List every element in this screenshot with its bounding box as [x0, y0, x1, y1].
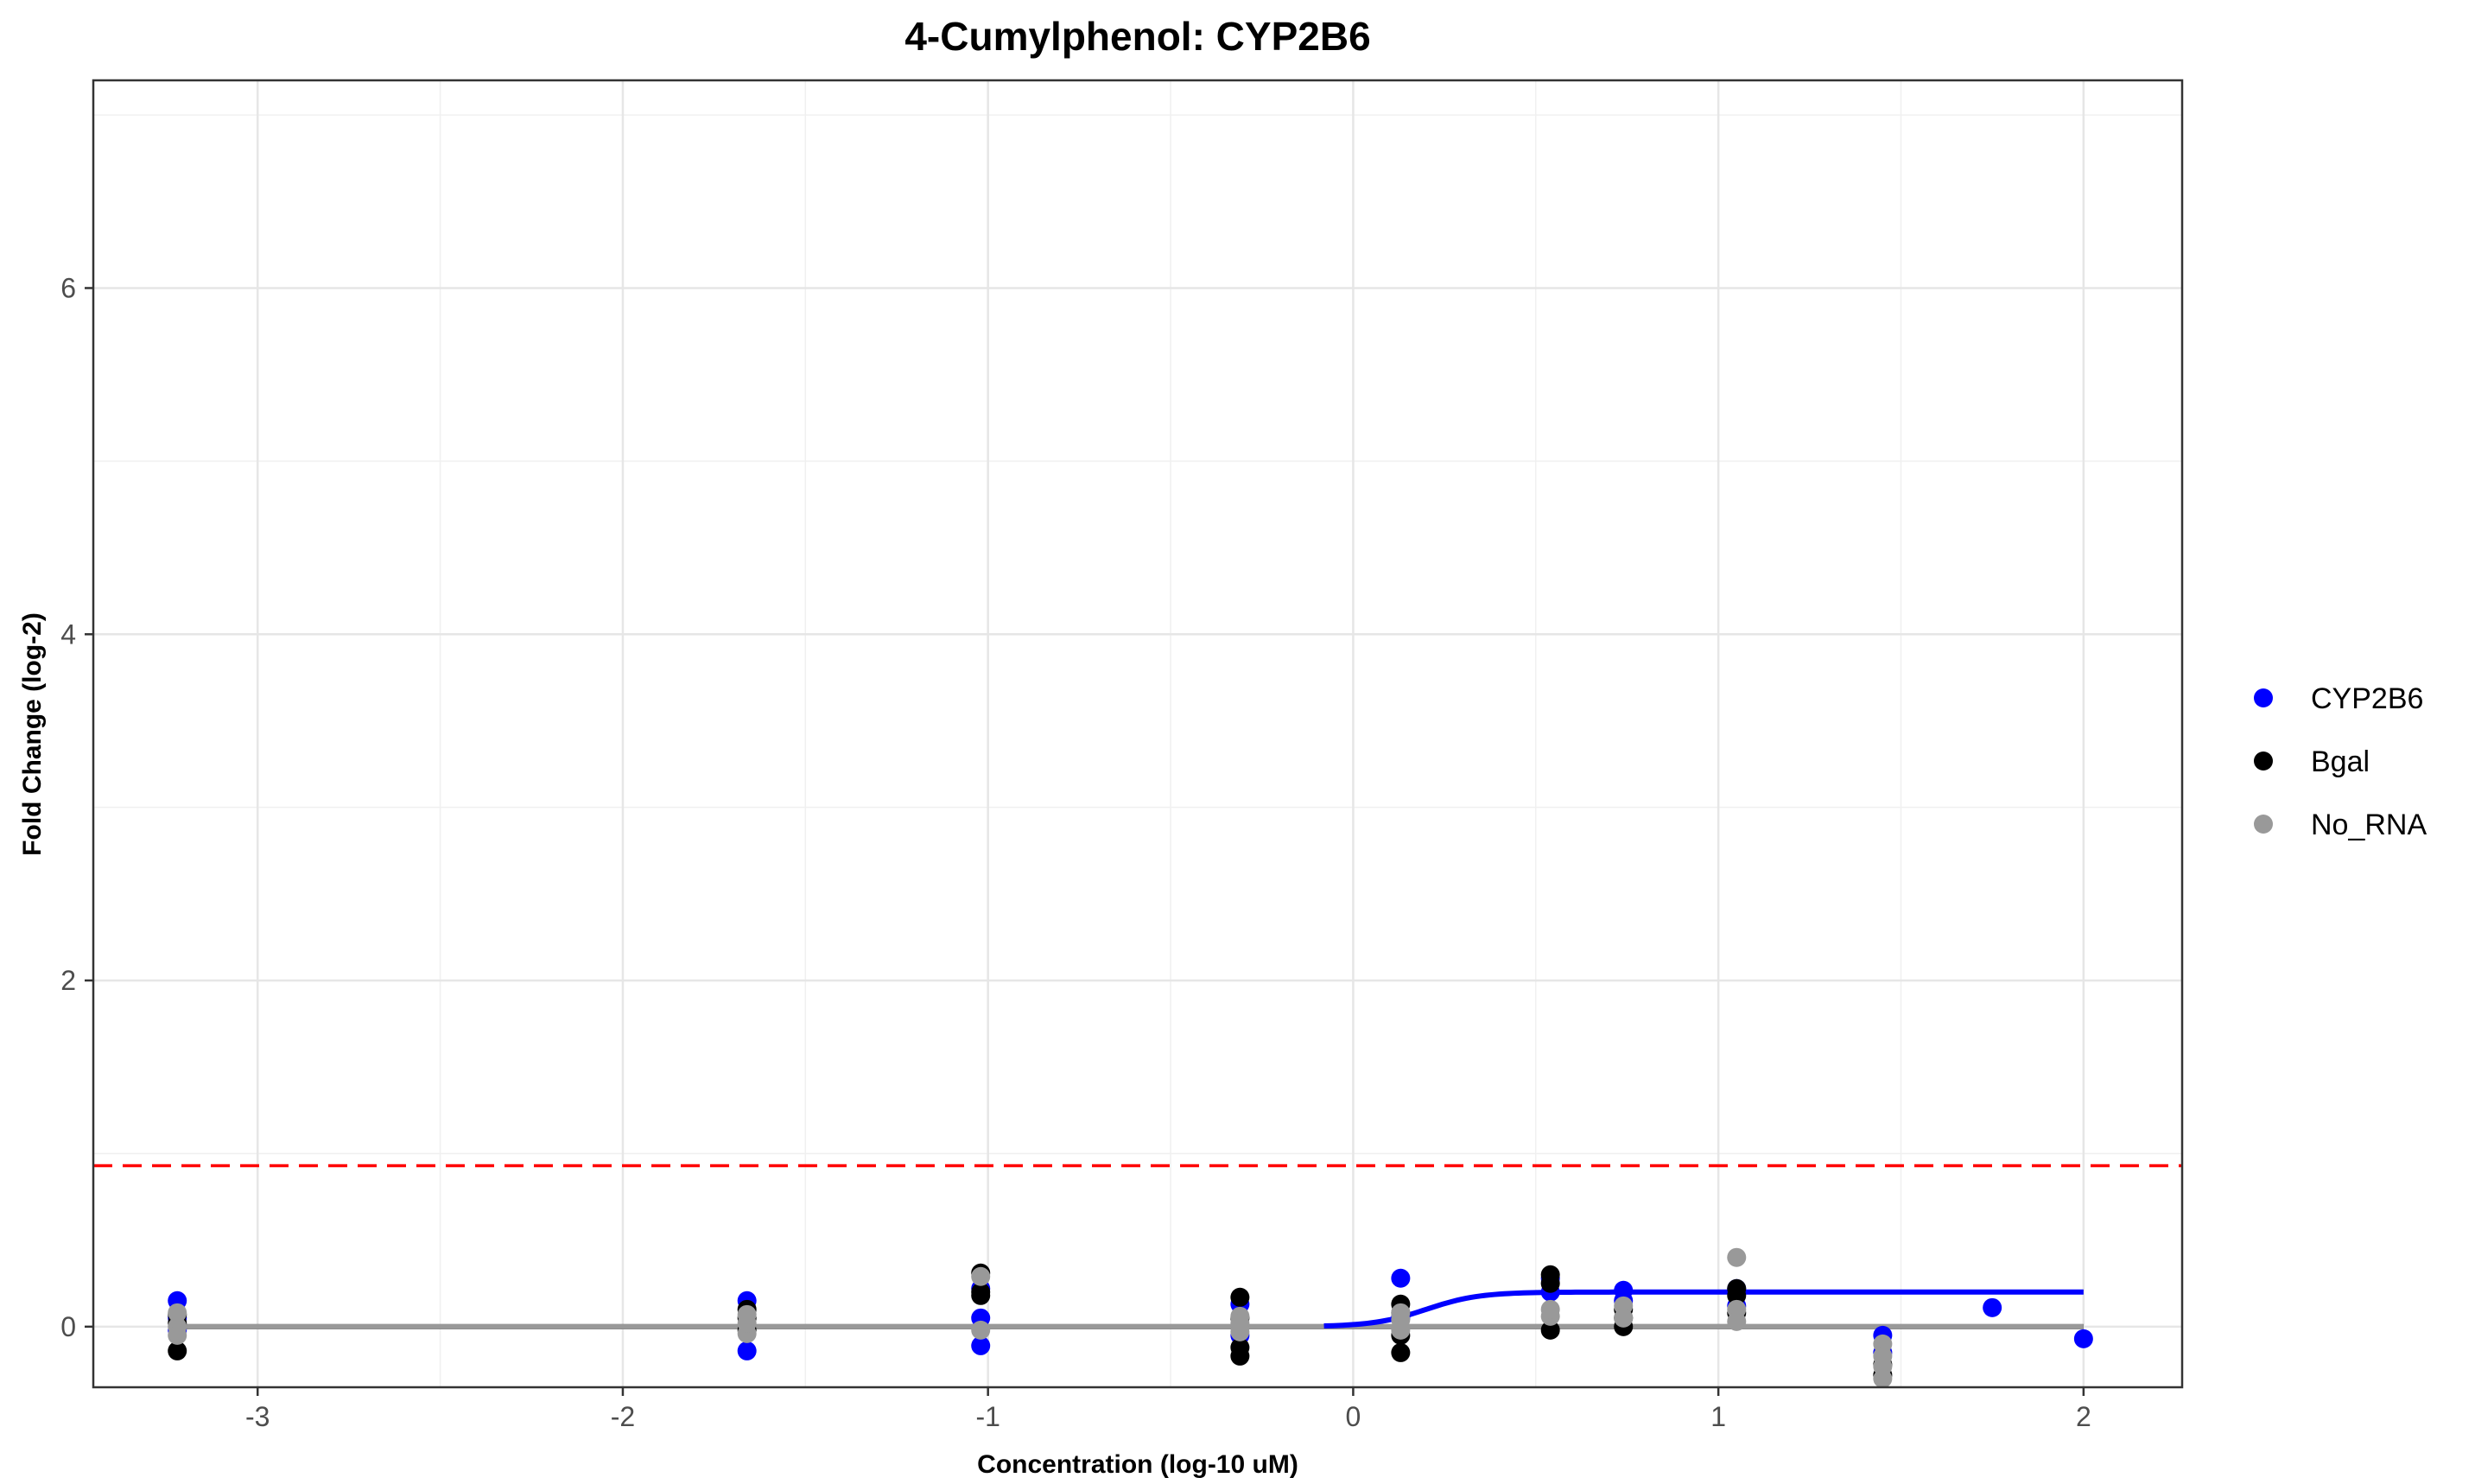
- point-cyp2b6: [737, 1341, 757, 1360]
- legend-label-cyp2b6: CYP2B6: [2311, 682, 2423, 715]
- point-cyp2b6: [2073, 1329, 2093, 1348]
- point-bgal: [1727, 1278, 1747, 1298]
- y-tick-label: 6: [60, 272, 76, 303]
- point-cyp2b6: [971, 1335, 991, 1355]
- x-tick-label: 1: [1710, 1401, 1726, 1432]
- y-tick-label: 2: [60, 965, 76, 996]
- point-no-rna: [168, 1303, 187, 1322]
- legend-label-bgal: Bgal: [2311, 745, 2370, 778]
- point-bgal: [1540, 1320, 1560, 1340]
- point-no-rna: [971, 1320, 991, 1340]
- point-bgal: [168, 1341, 187, 1360]
- y-axis-title: Fold Change (log-2): [18, 612, 47, 856]
- x-tick-label: -2: [611, 1401, 635, 1432]
- x-tick-label: -3: [245, 1401, 270, 1432]
- grid-lines: [93, 80, 2182, 1387]
- point-no-rna: [168, 1325, 187, 1345]
- point-bgal: [1230, 1287, 1250, 1307]
- point-no-rna: [737, 1313, 757, 1333]
- point-no-rna: [971, 1266, 991, 1286]
- chart-title: 4-Cumylphenol: CYP2B6: [904, 14, 1370, 59]
- point-bgal: [1391, 1342, 1411, 1362]
- x-axis-title: Concentration (log-10 uM): [977, 1450, 1298, 1479]
- axes: -3 -2 -1 0 1 2 0 2 4 6: [60, 272, 2091, 1432]
- x-tick-label: 0: [1346, 1401, 1361, 1432]
- point-bgal: [1230, 1337, 1250, 1357]
- data-points: [168, 1247, 2093, 1388]
- point-no-rna: [1727, 1311, 1747, 1331]
- y-tick-label: 4: [60, 618, 76, 650]
- legend-label-no-rna: No_RNA: [2311, 809, 2427, 841]
- point-no-rna: [1391, 1320, 1411, 1340]
- legend: CYP2B6 Bgal No_RNA: [2254, 682, 2427, 841]
- legend-marker-cyp2b6: [2254, 688, 2273, 707]
- x-tick-label: 2: [2076, 1401, 2091, 1432]
- legend-marker-no-rna: [2254, 815, 2273, 834]
- x-tick-label: -1: [975, 1401, 1000, 1432]
- fit-curves: [177, 1289, 2084, 1329]
- fit-line-cyp2b6: [1323, 1289, 2084, 1329]
- point-cyp2b6: [1983, 1297, 2002, 1317]
- plot-panel-border: [92, 79, 2184, 1389]
- point-no-rna: [1727, 1247, 1747, 1267]
- point-cyp2b6: [1391, 1268, 1411, 1288]
- point-bgal: [1540, 1273, 1560, 1293]
- point-no-rna: [1230, 1313, 1250, 1333]
- y-tick-label: 0: [60, 1311, 76, 1342]
- point-no-rna: [1391, 1303, 1411, 1322]
- point-no-rna: [1873, 1368, 1893, 1388]
- point-no-rna: [1540, 1299, 1560, 1319]
- point-no-rna: [1614, 1308, 1634, 1328]
- point-bgal: [971, 1282, 991, 1302]
- legend-marker-bgal: [2254, 752, 2273, 771]
